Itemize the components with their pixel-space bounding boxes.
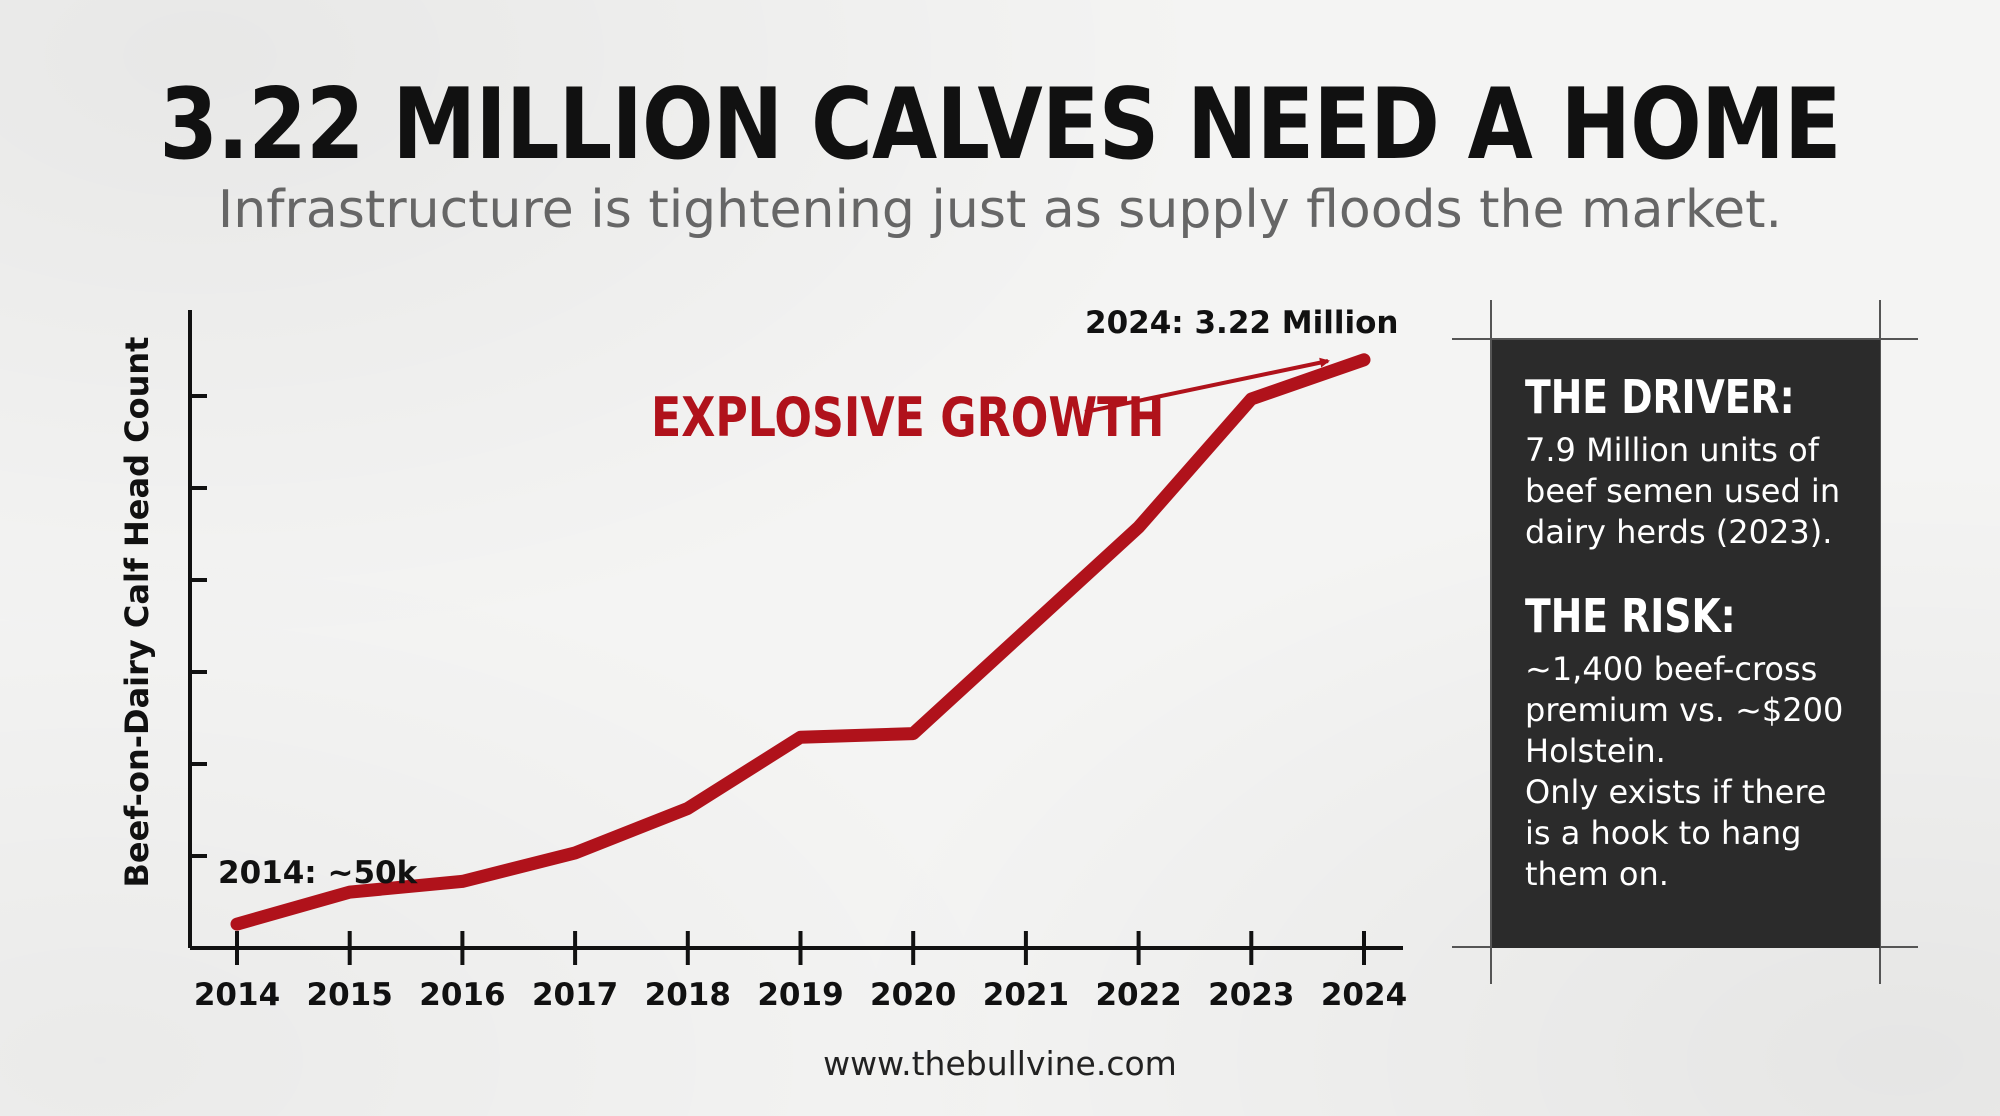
driver-text: 7.9 Million units of beef semen used in … [1525, 431, 1841, 551]
data-point [347, 890, 352, 895]
data-point [911, 731, 916, 736]
footer-url: www.thebullvine.com [823, 1044, 1177, 1083]
data-point [1023, 628, 1028, 633]
data-point [1362, 357, 1366, 362]
start-annotation: 2014: ~50k [218, 855, 419, 891]
page-title: 3.22 MILLION CALVES NEED A HOME [159, 68, 1841, 182]
end-annotation: 2024: 3.22 Million [1085, 305, 1398, 341]
info-panel: THE DRIVER: 7.9 Million units of beef se… [1492, 340, 1880, 948]
x-tick-label: 2017 [532, 977, 618, 1013]
x-tick-label: 2016 [419, 977, 505, 1013]
y-axis-ticks [190, 394, 207, 858]
x-tick-label: 2021 [983, 977, 1069, 1013]
growth-arrow [1084, 357, 1330, 414]
x-tick-label: 2022 [1095, 977, 1181, 1013]
risk-text: ~1,400 beef-cross premium vs. ~$200 Hols… [1525, 650, 1844, 893]
x-tick-label: 2023 [1208, 977, 1294, 1013]
driver-heading: THE DRIVER: [1525, 370, 1795, 424]
x-axis-ticks: 2014 2015 2016 2017 2018 2019 2020 2021 2022 2023… [194, 931, 1407, 1013]
x-tick-label: 2015 [307, 977, 393, 1013]
x-tick-label: 2018 [645, 977, 731, 1013]
growth-annotation: EXPLOSIVE GROWTH [651, 386, 1164, 449]
x-tick-label: 2020 [870, 977, 956, 1013]
x-tick-label: 2019 [757, 977, 843, 1013]
data-point [573, 850, 578, 855]
series-group [230, 353, 1371, 931]
chart-axes [188, 310, 1403, 950]
data-point [1136, 525, 1141, 530]
y-axis-title: Beef-on-Dairy Calf Head Count [118, 337, 156, 888]
x-tick-label: 2014 [194, 977, 280, 1013]
page-subtitle: Infrastructure is tightening just as sup… [217, 180, 1783, 240]
box-frame-left [1490, 300, 1492, 984]
data-point [685, 806, 690, 811]
x-tick-label: 2024 [1321, 977, 1407, 1013]
box-frame-top [1452, 338, 1918, 340]
data-point [460, 879, 465, 884]
data-point [798, 735, 803, 740]
data-point [1249, 397, 1254, 401]
box-frame-right [1879, 300, 1881, 984]
data-point [235, 922, 239, 927]
risk-heading: THE RISK: [1525, 589, 1736, 643]
